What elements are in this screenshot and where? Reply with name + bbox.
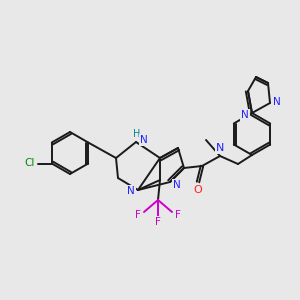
Text: H: H xyxy=(133,129,141,139)
Text: N: N xyxy=(273,97,281,107)
Text: N: N xyxy=(216,143,224,153)
Text: F: F xyxy=(155,217,161,227)
Text: N: N xyxy=(140,135,148,145)
Text: N: N xyxy=(241,110,249,120)
Text: Cl: Cl xyxy=(25,158,35,169)
Text: F: F xyxy=(175,210,181,220)
Text: N: N xyxy=(173,180,181,190)
Text: O: O xyxy=(194,185,202,195)
Text: N: N xyxy=(127,186,135,196)
Text: F: F xyxy=(135,210,141,220)
